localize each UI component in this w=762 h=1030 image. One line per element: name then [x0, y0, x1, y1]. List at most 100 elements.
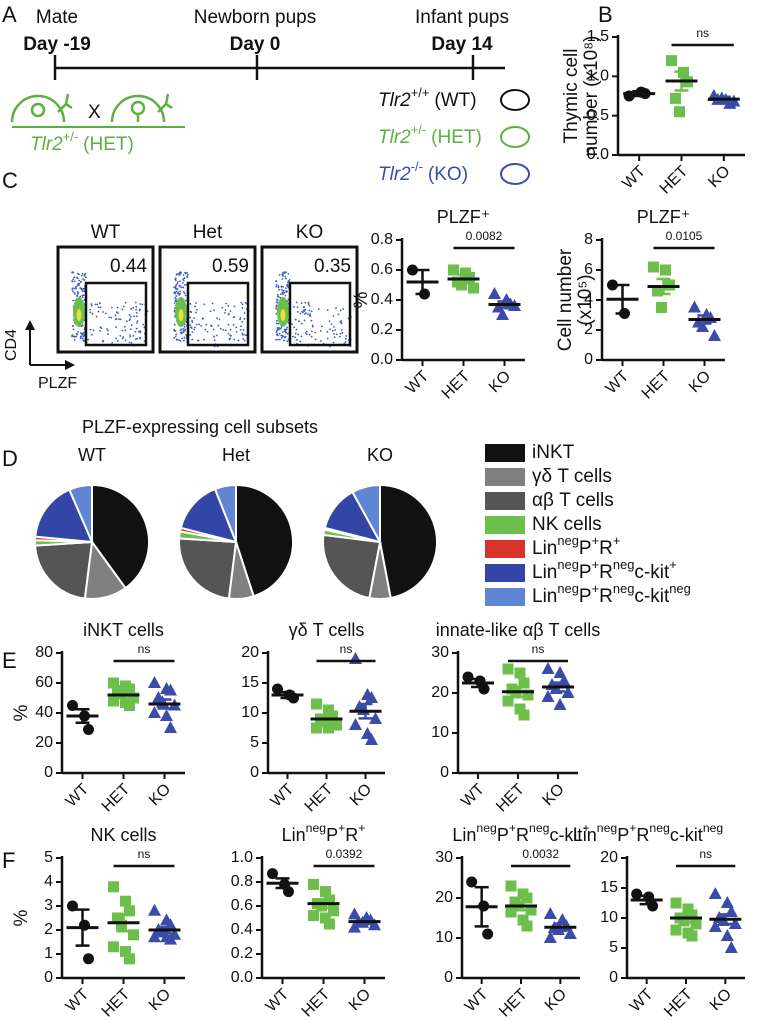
text-part: NK cells — [532, 514, 602, 535]
flow-event — [135, 305, 138, 308]
flow-event — [76, 290, 79, 293]
flow-event — [186, 271, 188, 274]
data-point — [112, 912, 123, 924]
data-point — [124, 953, 135, 965]
pie-slice — [91, 483, 150, 590]
y-axis-label: % — [351, 291, 372, 308]
flow-event — [173, 336, 176, 339]
pie-slice — [34, 488, 94, 544]
x-tick-label: WT — [619, 163, 649, 193]
panel-letter: D — [2, 446, 18, 471]
flow-event — [176, 282, 179, 285]
gene: Tlr2 — [378, 127, 411, 148]
flow-event — [76, 284, 79, 287]
flow-event — [278, 289, 281, 291]
flow-event — [240, 301, 243, 304]
superscript: + — [592, 581, 600, 596]
flow-event — [176, 280, 179, 283]
flow-event — [175, 295, 178, 297]
flow-gate — [288, 281, 352, 347]
data-point — [488, 287, 501, 299]
data-point — [482, 928, 494, 940]
flow-event — [284, 277, 287, 280]
flow-event — [128, 313, 131, 316]
data-point — [128, 929, 139, 941]
y-tick-label: 4 — [44, 873, 53, 890]
legend-swatch — [485, 516, 525, 534]
y-axis-label: (x10⁵) — [575, 274, 596, 325]
flow-event — [129, 334, 132, 336]
flow-arrow-head — [25, 320, 35, 330]
y-tick-label: 80 — [35, 644, 53, 661]
superscript: + — [509, 821, 516, 835]
event-day: Day -19 — [23, 34, 91, 55]
text-part: P — [326, 825, 338, 845]
flow-event — [297, 333, 300, 336]
text-part: c-kit — [549, 825, 582, 845]
flow-event — [202, 338, 205, 341]
flow-event — [277, 334, 279, 337]
pie-title: WT — [78, 445, 106, 465]
flow-event — [282, 285, 284, 288]
flow-event — [339, 309, 342, 312]
data-point — [369, 712, 382, 724]
data-point — [553, 698, 567, 710]
flow-event — [277, 286, 280, 289]
data-point — [670, 897, 682, 909]
data-point — [365, 733, 378, 745]
y-tick-label: 0.2 — [371, 321, 393, 338]
flow-event — [191, 319, 194, 322]
flow-event — [338, 335, 341, 338]
flow-event — [285, 271, 288, 273]
flow-event — [178, 293, 181, 296]
flow-event — [121, 308, 124, 311]
flow-event — [78, 273, 80, 276]
flow-event — [308, 333, 311, 336]
flow-event — [326, 337, 329, 340]
comparison-label: ns — [340, 642, 353, 656]
flow-event — [83, 279, 86, 282]
panel-letter: C — [2, 168, 18, 193]
data-point — [308, 910, 319, 922]
pie-title: KO — [367, 445, 393, 465]
y-tick-label: 30 — [431, 644, 449, 661]
flow-event — [190, 311, 193, 314]
flow-event — [72, 299, 74, 302]
data-point — [128, 692, 139, 704]
flow-event — [203, 303, 206, 306]
superscript: neg — [613, 581, 635, 596]
text-part: PLZF⁺ — [437, 207, 491, 227]
flow-event — [141, 303, 144, 306]
flow-event — [213, 339, 216, 342]
flow-event — [210, 324, 212, 327]
flow-event — [119, 318, 122, 321]
chart-title: PLZF-expressing cell subsets — [82, 417, 318, 437]
flow-event — [123, 325, 126, 328]
flow-event — [277, 327, 280, 329]
allele: +/+ — [411, 85, 430, 100]
flow-event — [174, 292, 177, 295]
gate-value: 0.44 — [110, 256, 147, 277]
flow-event — [184, 294, 187, 297]
superscript: + — [629, 821, 636, 835]
superscript: neg — [669, 581, 691, 596]
mouse-icon — [30, 102, 46, 118]
text-part: R — [516, 825, 529, 845]
y-tick-label: 30 — [435, 849, 453, 866]
text-part: NK cells — [90, 825, 156, 845]
flow-event — [121, 329, 124, 332]
flow-event — [81, 294, 84, 297]
data-point — [505, 906, 517, 918]
flow-sample-name: WT — [91, 222, 121, 243]
pie-slice — [351, 483, 381, 543]
flow-event — [311, 324, 314, 327]
flow-event — [76, 293, 79, 295]
text-part: P — [579, 586, 592, 607]
flow-event — [76, 272, 79, 275]
flow-event — [275, 322, 278, 325]
y-tick-label: 2 — [44, 921, 53, 938]
x-tick-label: HET — [99, 986, 134, 1021]
flow-event — [122, 305, 125, 308]
flow-event — [179, 340, 182, 342]
flow-event — [282, 275, 284, 277]
